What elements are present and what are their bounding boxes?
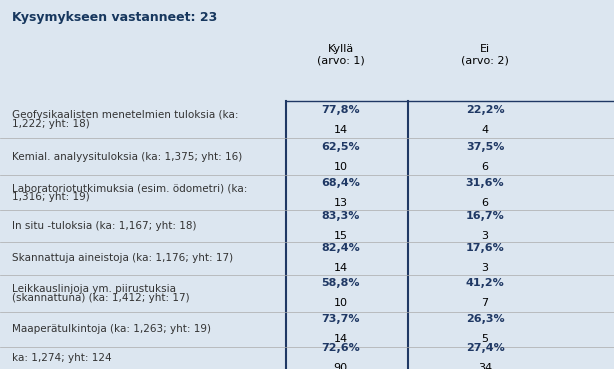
Text: 72,6%: 72,6%	[321, 343, 360, 353]
Text: 17,6%: 17,6%	[465, 243, 505, 254]
Text: Kyllä
(arvo: 1): Kyllä (arvo: 1)	[317, 44, 365, 66]
Text: Skannattuja aineistoja (ka: 1,176; yht: 17): Skannattuja aineistoja (ka: 1,176; yht: …	[12, 253, 233, 263]
Text: Maaperätulkintoja (ka: 1,263; yht: 19): Maaperätulkintoja (ka: 1,263; yht: 19)	[12, 324, 211, 334]
Text: 14: 14	[333, 125, 348, 135]
Text: 1,222; yht: 18): 1,222; yht: 18)	[12, 119, 90, 130]
Text: 16,7%: 16,7%	[465, 211, 505, 221]
Text: 15: 15	[334, 231, 348, 241]
Text: 26,3%: 26,3%	[466, 314, 504, 324]
Text: Kysymykseen vastanneet: 23: Kysymykseen vastanneet: 23	[12, 11, 217, 24]
Text: (skannattuna) (ka: 1,412; yht: 17): (skannattuna) (ka: 1,412; yht: 17)	[12, 293, 190, 303]
Text: Leikkauslinjoja ym. piirustuksia: Leikkauslinjoja ym. piirustuksia	[12, 284, 176, 294]
Text: Laboratoriotutkimuksia (esim. ödometri) (ka:: Laboratoriotutkimuksia (esim. ödometri) …	[12, 183, 247, 193]
Text: 6: 6	[481, 198, 489, 208]
Text: 3: 3	[481, 263, 489, 273]
Text: 1,316; yht: 19): 1,316; yht: 19)	[12, 192, 90, 202]
Text: In situ -tuloksia (ka: 1,167; yht: 18): In situ -tuloksia (ka: 1,167; yht: 18)	[12, 221, 196, 231]
Text: 58,8%: 58,8%	[322, 278, 360, 289]
Text: 41,2%: 41,2%	[465, 278, 505, 289]
Text: 6: 6	[481, 162, 489, 172]
Text: 10: 10	[334, 298, 348, 308]
Text: 13: 13	[334, 198, 348, 208]
Text: 90: 90	[333, 363, 348, 369]
Text: Kemial. analyysituloksia (ka: 1,375; yht: 16): Kemial. analyysituloksia (ka: 1,375; yht…	[12, 152, 243, 162]
Text: 37,5%: 37,5%	[466, 142, 504, 152]
Text: 22,2%: 22,2%	[466, 105, 504, 115]
Text: 34: 34	[478, 363, 492, 369]
Text: 7: 7	[481, 298, 489, 308]
Text: 68,4%: 68,4%	[321, 178, 360, 188]
Text: 3: 3	[481, 231, 489, 241]
Text: Geofysikaalisten menetelmien tuloksia (ka:: Geofysikaalisten menetelmien tuloksia (k…	[12, 110, 239, 121]
Text: 82,4%: 82,4%	[321, 243, 360, 254]
Text: 31,6%: 31,6%	[466, 178, 504, 188]
Text: 4: 4	[481, 125, 489, 135]
Text: 10: 10	[334, 162, 348, 172]
Text: 27,4%: 27,4%	[465, 343, 505, 353]
Text: 14: 14	[333, 334, 348, 344]
Text: 5: 5	[481, 334, 489, 344]
Text: Ei
(arvo: 2): Ei (arvo: 2)	[461, 44, 509, 66]
Text: 14: 14	[333, 263, 348, 273]
Text: 73,7%: 73,7%	[322, 314, 360, 324]
Text: 83,3%: 83,3%	[322, 211, 360, 221]
Text: ka: 1,274; yht: 124: ka: 1,274; yht: 124	[12, 353, 112, 363]
Text: 77,8%: 77,8%	[322, 105, 360, 115]
Text: 62,5%: 62,5%	[322, 142, 360, 152]
